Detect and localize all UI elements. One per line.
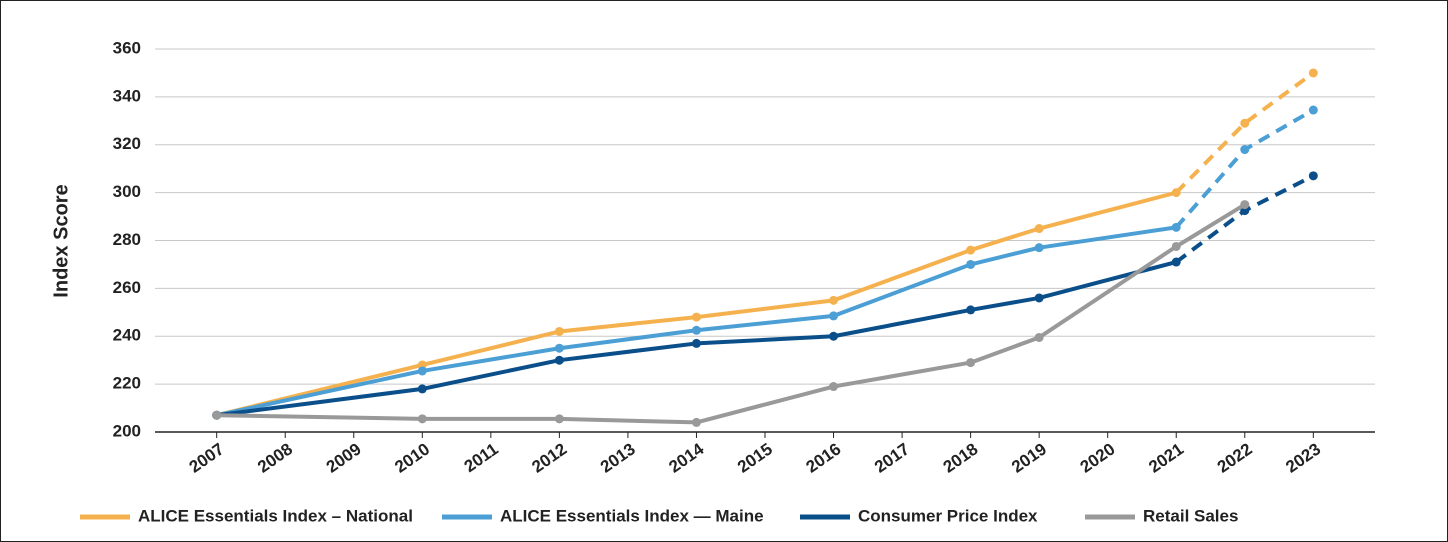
y-tick-label: 200: [113, 421, 141, 440]
point: [417, 366, 427, 376]
series-line: [216, 190, 1177, 418]
point: [966, 259, 976, 269]
point: [966, 305, 976, 315]
y-tick-label: 320: [113, 134, 141, 153]
y-tick-label: 260: [113, 278, 141, 297]
point: [829, 382, 839, 392]
y-tick-label: 280: [113, 230, 141, 249]
point: [1034, 332, 1044, 342]
point: [417, 384, 427, 394]
point: [554, 343, 564, 353]
point: [1171, 188, 1181, 198]
point: [966, 358, 976, 368]
point: [966, 245, 976, 255]
point: [1240, 200, 1250, 210]
legend-label: ALICE Essentials Index – National: [138, 506, 413, 525]
point: [1034, 293, 1044, 303]
legend-label: ALICE Essentials Index — Maine: [500, 506, 764, 525]
point: [1308, 171, 1318, 181]
point: [417, 414, 427, 424]
legend-label: Retail Sales: [1143, 506, 1238, 525]
y-tick-label: 360: [113, 38, 141, 57]
point: [554, 326, 564, 336]
point: [691, 325, 701, 335]
y-tick-label: 240: [113, 326, 141, 345]
point: [829, 331, 839, 341]
point: [554, 355, 564, 365]
point: [1034, 224, 1044, 234]
series-line: [216, 225, 1177, 418]
series-line: [216, 260, 1177, 418]
point: [1308, 105, 1318, 115]
legend-label: Consumer Price Index: [858, 506, 1038, 525]
y-tick-label: 300: [113, 182, 141, 201]
point: [1171, 222, 1181, 232]
point: [1171, 241, 1181, 251]
point: [1240, 145, 1250, 155]
point: [691, 312, 701, 322]
point: [212, 410, 222, 420]
point: [691, 338, 701, 348]
point: [829, 295, 839, 305]
y-tick-label: 220: [113, 374, 141, 393]
y-axis-label: Index Score: [50, 184, 72, 297]
point: [1034, 243, 1044, 253]
point: [829, 311, 839, 321]
point: [1308, 68, 1318, 78]
point: [1240, 118, 1250, 128]
point: [691, 417, 701, 427]
point: [554, 414, 564, 424]
y-tick-label: 340: [113, 86, 141, 105]
point: [1171, 257, 1181, 267]
